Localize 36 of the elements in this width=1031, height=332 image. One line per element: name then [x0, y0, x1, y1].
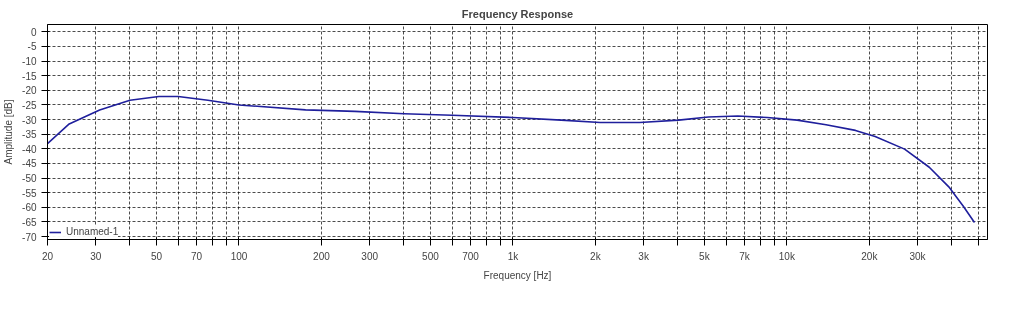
- y-tick-label: -5: [27, 41, 37, 53]
- x-tick-label: 30: [90, 250, 102, 262]
- y-axis-title: Amplitude [dB]: [3, 99, 15, 165]
- y-tick-label: -40: [22, 143, 37, 155]
- y-tick-label: -15: [22, 70, 37, 82]
- x-tick-label: 500: [422, 250, 440, 262]
- x-tick-label: 10k: [778, 250, 796, 262]
- x-tick-label: 20: [41, 250, 54, 262]
- y-tick-label: -30: [22, 114, 37, 126]
- chart-title: Frequency Response: [461, 7, 574, 20]
- x-axis-title: Frequency [Hz]: [483, 269, 552, 281]
- y-tick-label: 0: [30, 26, 37, 38]
- x-tick-label: 20k: [861, 250, 879, 262]
- y-tick-label: -65: [22, 216, 37, 228]
- y-tick-label: -50: [22, 173, 37, 185]
- x-tick-label: 3k: [638, 250, 650, 262]
- y-tick-label: -45: [22, 158, 37, 170]
- y-tick-label: -60: [22, 202, 37, 214]
- y-tick-label: -20: [22, 85, 37, 97]
- x-tick-label: 50: [150, 250, 163, 262]
- x-tick-label: 100: [230, 250, 248, 262]
- y-tick-label: -25: [22, 99, 37, 111]
- text: Unnamed-1: [66, 226, 119, 237]
- x-tick-label: 5k: [699, 250, 711, 262]
- x-tick-label: 700: [462, 250, 480, 262]
- x-tick-label: 2k: [590, 250, 602, 262]
- y-tick-label: -10: [22, 56, 37, 68]
- x-tick-label: 200: [313, 250, 331, 262]
- x-tick-label: 1k: [507, 250, 520, 262]
- y-tick-label: -55: [22, 187, 37, 199]
- y-tick-label: -70: [22, 231, 37, 243]
- x-tick-label: 7k: [739, 250, 751, 262]
- x-tick-label: 300: [361, 250, 379, 262]
- x-tick-label: 30k: [909, 250, 927, 262]
- y-tick-label: -35: [22, 129, 37, 141]
- x-tick-label: 70: [190, 250, 203, 262]
